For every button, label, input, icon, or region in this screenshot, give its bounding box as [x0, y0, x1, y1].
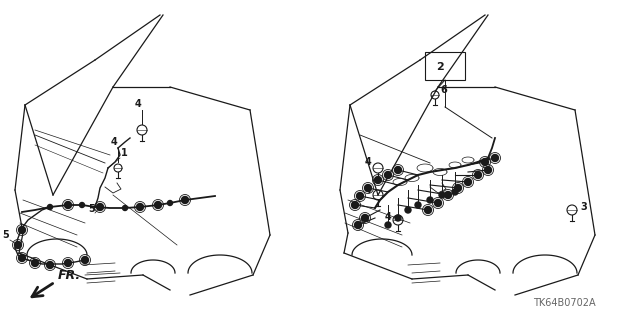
Circle shape [19, 255, 26, 262]
Circle shape [351, 202, 358, 209]
Text: 4: 4 [365, 185, 372, 195]
Text: 1: 1 [121, 148, 128, 158]
Circle shape [356, 192, 364, 199]
Circle shape [81, 256, 88, 263]
Circle shape [31, 259, 38, 266]
Circle shape [439, 192, 445, 198]
Text: 3: 3 [580, 202, 587, 212]
Circle shape [385, 222, 391, 228]
Text: 4: 4 [111, 137, 117, 147]
Circle shape [405, 207, 411, 213]
Circle shape [47, 204, 52, 210]
Circle shape [484, 167, 492, 174]
Circle shape [65, 259, 72, 266]
Circle shape [47, 262, 54, 269]
Circle shape [79, 203, 84, 207]
Circle shape [492, 154, 499, 161]
Circle shape [19, 226, 26, 234]
Circle shape [136, 204, 143, 211]
Circle shape [385, 172, 392, 179]
Text: 2: 2 [436, 62, 444, 72]
Circle shape [15, 241, 22, 249]
Circle shape [362, 214, 369, 221]
Circle shape [168, 201, 173, 205]
Text: 4: 4 [134, 99, 141, 109]
Circle shape [424, 206, 431, 213]
Text: 4: 4 [365, 157, 372, 167]
Text: 5: 5 [88, 204, 95, 214]
Circle shape [454, 184, 461, 191]
Text: 4: 4 [385, 212, 392, 222]
Circle shape [97, 204, 104, 211]
Circle shape [154, 202, 161, 209]
Circle shape [445, 191, 451, 198]
Circle shape [452, 189, 458, 195]
Circle shape [415, 202, 421, 208]
Circle shape [182, 197, 189, 204]
Bar [425, 52, 465, 80]
Circle shape [355, 221, 362, 228]
Circle shape [465, 179, 472, 186]
Text: TK64B0702A: TK64B0702A [533, 298, 596, 308]
Circle shape [435, 199, 442, 206]
Circle shape [365, 184, 371, 191]
Text: FR.: FR. [58, 269, 81, 282]
Circle shape [374, 176, 381, 183]
Text: 5: 5 [2, 230, 9, 240]
Circle shape [395, 215, 401, 221]
Circle shape [394, 167, 401, 174]
Circle shape [427, 197, 433, 203]
Text: 6: 6 [440, 85, 447, 95]
Circle shape [65, 202, 72, 209]
Circle shape [474, 172, 481, 179]
Circle shape [122, 205, 127, 211]
Circle shape [481, 159, 488, 166]
